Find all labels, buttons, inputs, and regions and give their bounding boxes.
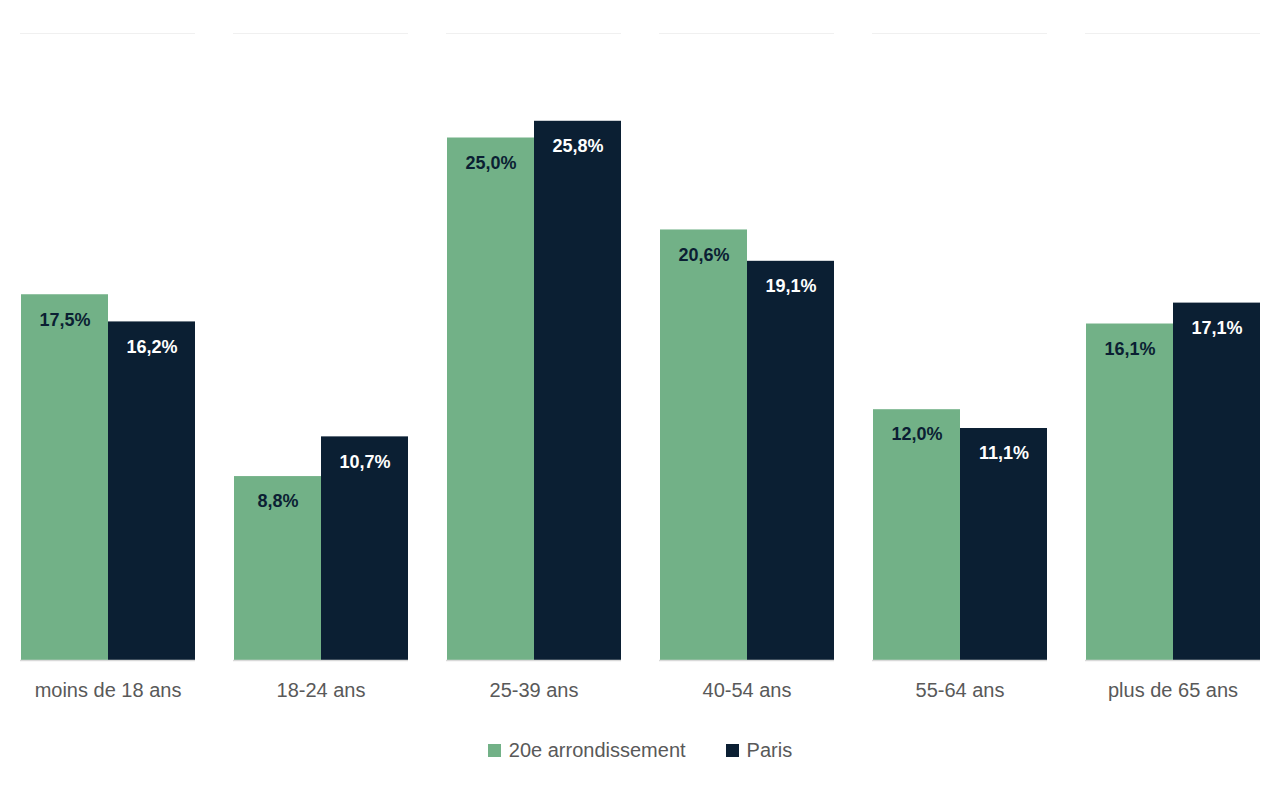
svg-text:40-54 ans: 40-54 ans: [703, 679, 792, 701]
svg-text:8,8%: 8,8%: [257, 491, 298, 511]
svg-text:plus de 65 ans: plus de 65 ans: [1108, 679, 1238, 701]
svg-text:10,7%: 10,7%: [339, 452, 390, 472]
svg-text:17,1%: 17,1%: [1191, 318, 1242, 338]
svg-text:16,1%: 16,1%: [1104, 339, 1155, 359]
svg-text:moins de 18 ans: moins de 18 ans: [35, 679, 182, 701]
svg-text:25,0%: 25,0%: [465, 153, 516, 173]
svg-text:20,6%: 20,6%: [678, 245, 729, 265]
svg-text:19,1%: 19,1%: [765, 276, 816, 296]
svg-text:18-24 ans: 18-24 ans: [277, 679, 366, 701]
svg-text:11,1%: 11,1%: [979, 443, 1029, 463]
html-text:20e arrondissement: 20e arrondissement: [508, 738, 686, 761]
svg-text:12,0%: 12,0%: [891, 424, 942, 444]
svg-text:17,5%: 17,5%: [39, 310, 90, 330]
svg-text:25-39 ans: 25-39 ans: [490, 679, 579, 701]
html-text:Paris: Paris: [746, 738, 793, 761]
svg-text:55-64 ans: 55-64 ans: [916, 679, 1005, 701]
svg-text:25,8%: 25,8%: [552, 136, 603, 156]
svg-text:16,2%: 16,2%: [126, 337, 177, 357]
